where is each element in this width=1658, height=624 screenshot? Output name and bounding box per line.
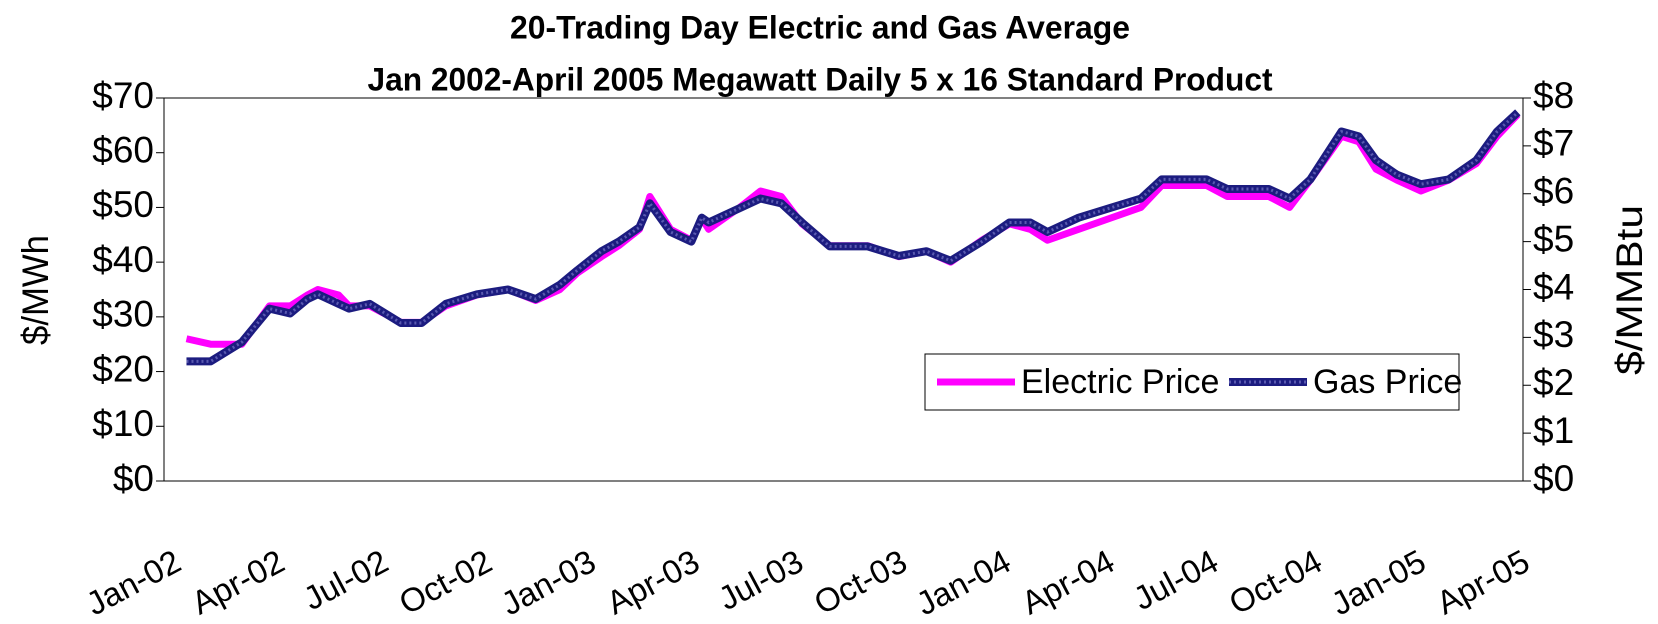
x-tick-label: Oct-02: [393, 542, 498, 621]
x-tick-label: Apr-05: [1430, 542, 1535, 621]
y-tick-label: $60: [92, 129, 154, 170]
x-tick-label: Apr-04: [1015, 542, 1120, 621]
x-tick-label: Jan-02: [80, 542, 186, 622]
y2-tick-label: $6: [1533, 171, 1574, 212]
x-tick-label: Jul-03: [712, 542, 809, 617]
x-tick-label: Apr-03: [600, 542, 705, 621]
x-tick-label: Jan-04: [910, 542, 1016, 622]
chart-subtitle: Jan 2002-April 2005 Megawatt Daily 5 x 1…: [368, 61, 1273, 97]
x-tick-label: Apr-02: [185, 542, 290, 621]
chart-title: 20-Trading Day Electric and Gas Average: [510, 9, 1130, 45]
y2-tick-label: $2: [1533, 362, 1574, 403]
series-line: [186, 109, 1521, 366]
legend-label: Gas Price: [1313, 363, 1462, 401]
y2-tick-label: $4: [1533, 266, 1574, 307]
y2-tick-label: $3: [1533, 314, 1574, 355]
series-line-texture: [186, 111, 1519, 363]
y2-tick-label: $0: [1533, 458, 1574, 499]
y2-tick-label: $8: [1533, 75, 1574, 116]
y2-tick-label: $7: [1533, 123, 1574, 164]
plot-frame: [163, 97, 1524, 482]
y-tick-label: $30: [92, 294, 154, 335]
x-tick-label: Jan-05: [1325, 542, 1431, 622]
y-tick-label: $20: [92, 348, 154, 389]
y-axis-label: $/MWh: [15, 235, 56, 345]
x-tick-label: Oct-04: [1223, 542, 1328, 621]
y2-axis-label: $/MMBtu: [1609, 205, 1650, 375]
x-tick-label: Oct-03: [808, 542, 913, 621]
y2-tick-label: $1: [1533, 410, 1574, 451]
legend-box: [924, 353, 1460, 411]
legend-label: Electric Price: [1021, 363, 1219, 401]
x-tick-label: Jul-04: [1127, 542, 1224, 617]
y-tick-label: $0: [113, 458, 154, 499]
y-tick-label: $50: [92, 184, 154, 225]
y2-tick-label: $5: [1533, 218, 1574, 259]
y-tick-label: $10: [92, 403, 154, 444]
y-tick-label: $40: [92, 239, 154, 280]
y-tick-label: $70: [92, 75, 154, 116]
x-tick-label: Jul-02: [297, 542, 394, 617]
x-tick-label: Jan-03: [495, 542, 601, 622]
